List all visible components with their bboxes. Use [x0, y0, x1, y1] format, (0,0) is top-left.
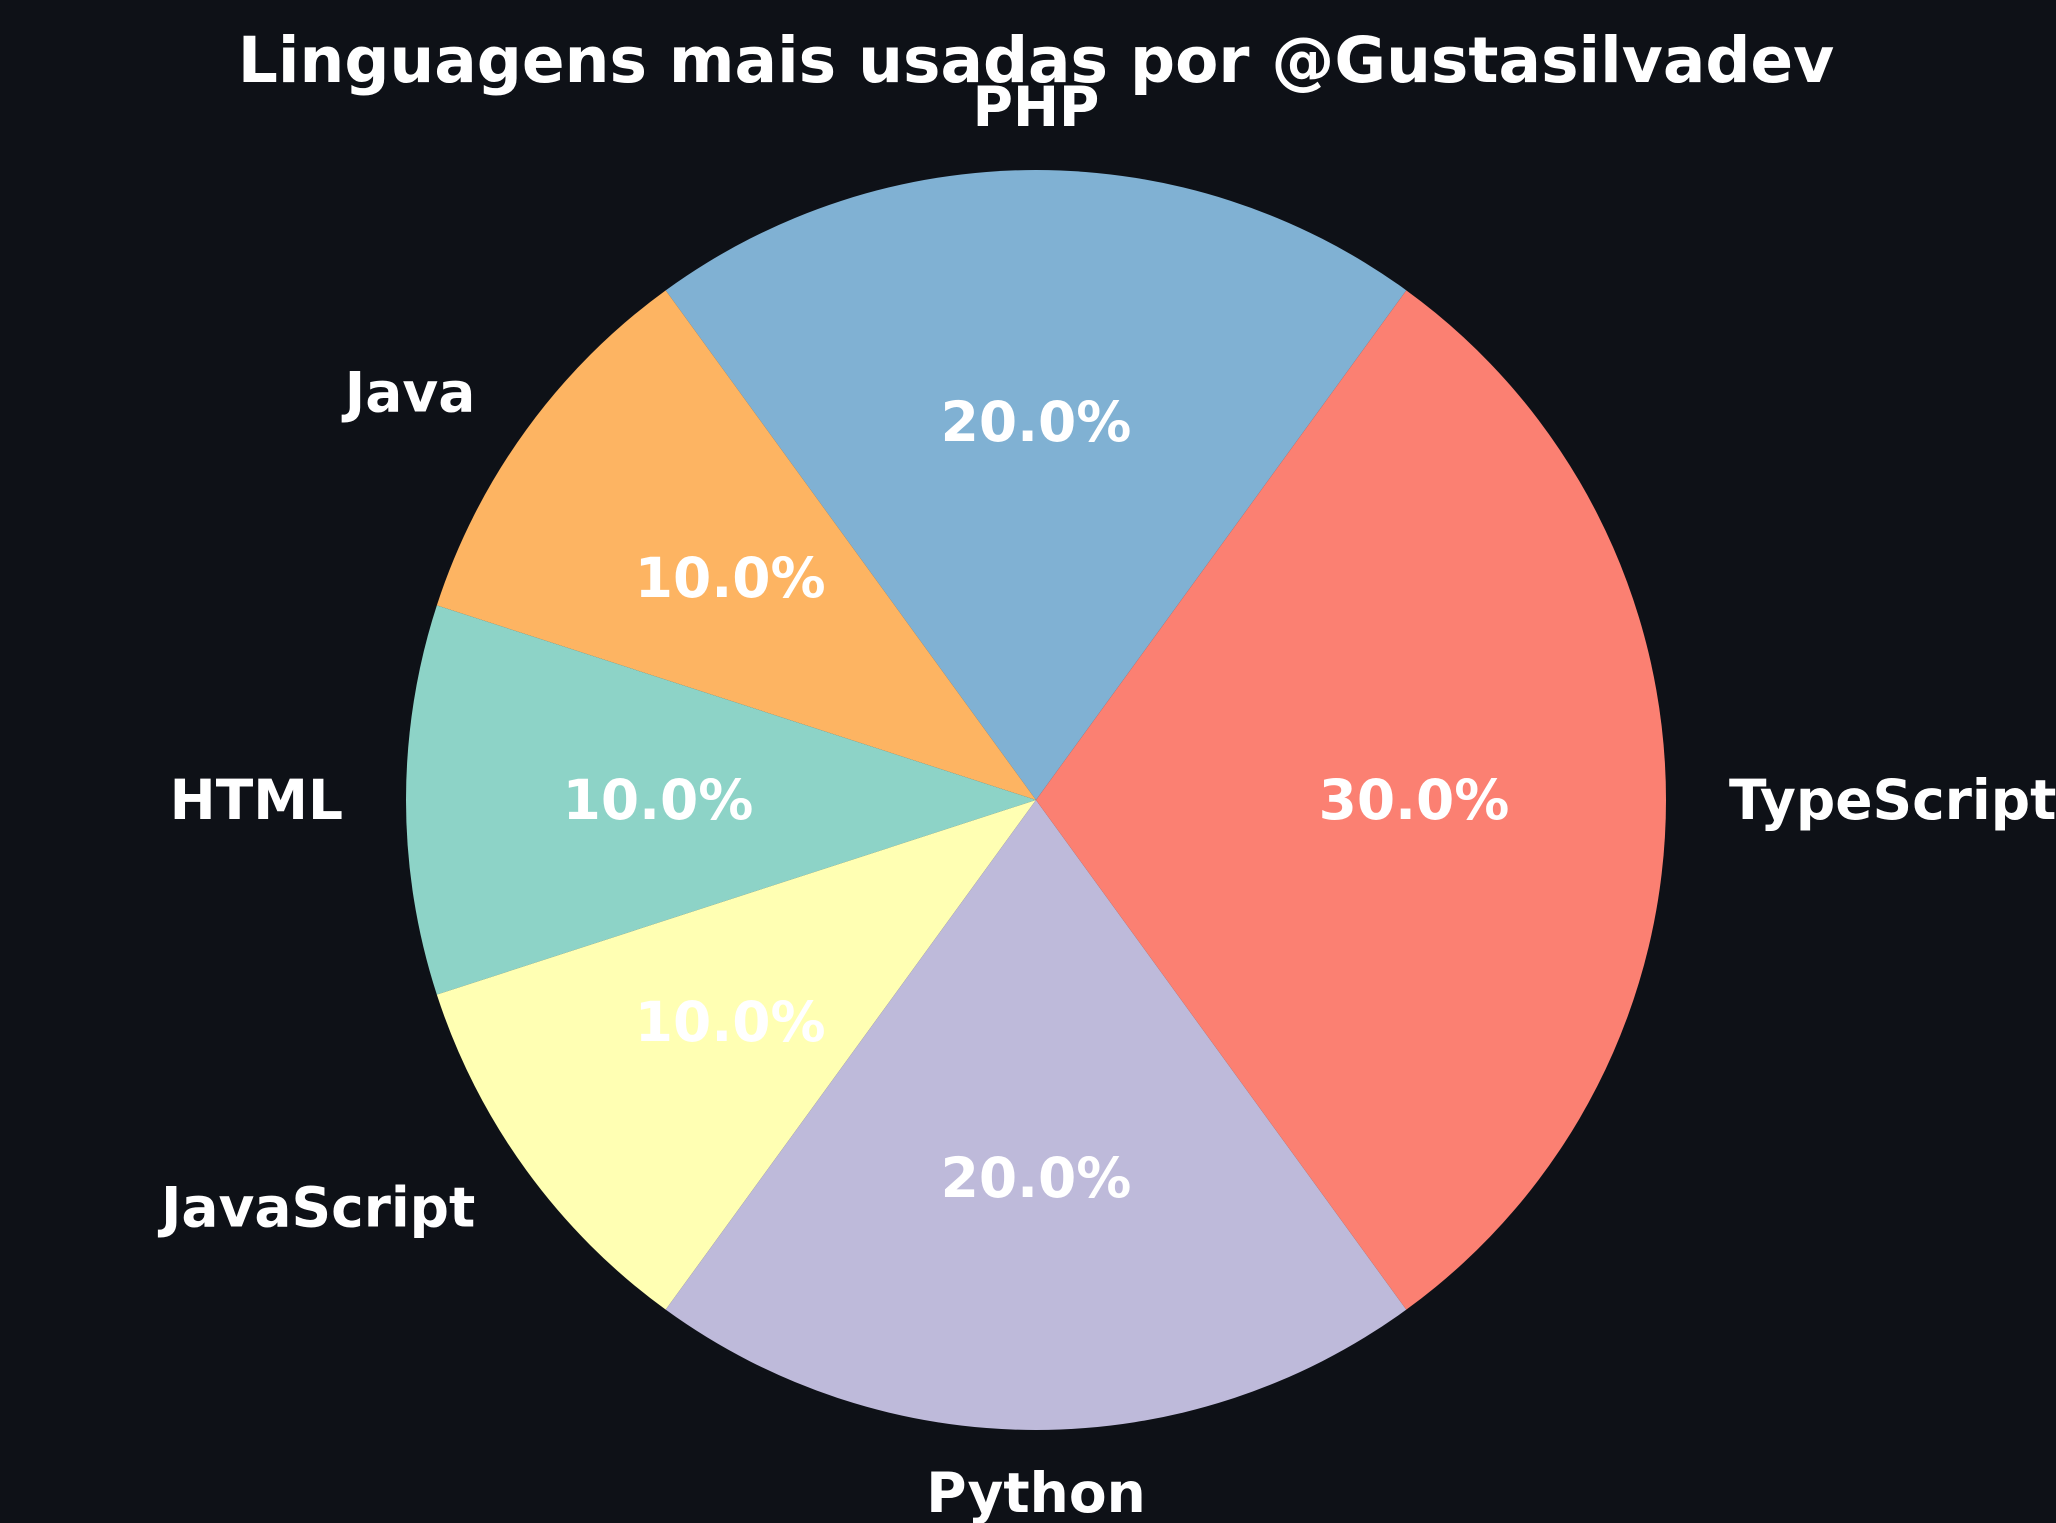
pie-slice-javascript	[436, 800, 1037, 1310]
slice-percent-typescript: 30.0%	[1319, 768, 1510, 832]
chart-title: Linguagens mais usadas por @Gustasilvade…	[238, 24, 1834, 97]
slice-label-html: HTML	[170, 768, 343, 832]
pie-slice-typescript	[1036, 290, 1667, 1310]
slice-label-java: Java	[341, 361, 476, 425]
pie-slices	[406, 170, 1667, 1430]
slice-label-php: PHP	[973, 75, 1100, 139]
slice-label-javascript: JavaScript	[157, 1175, 475, 1239]
slice-percent-javascript: 10.0%	[635, 990, 826, 1054]
pie-slice-java	[436, 290, 1037, 800]
slice-percent-php: 20.0%	[941, 390, 1132, 454]
slice-label-typescript: TypeScript	[1729, 768, 2056, 832]
slice-percent-java: 10.0%	[635, 546, 826, 610]
pie-slice-php	[665, 170, 1407, 800]
pie-labels: PHP 20.0% Java 10.0% HTML 10.0% JavaScript 10.0…	[157, 75, 2056, 1523]
pie-slice-html	[406, 605, 1036, 995]
slice-label-python: Python	[926, 1461, 1146, 1523]
slice-percent-html: 10.0%	[563, 768, 754, 832]
slice-percent-python: 20.0%	[941, 1146, 1132, 1210]
pie-slice-python	[665, 800, 1407, 1430]
